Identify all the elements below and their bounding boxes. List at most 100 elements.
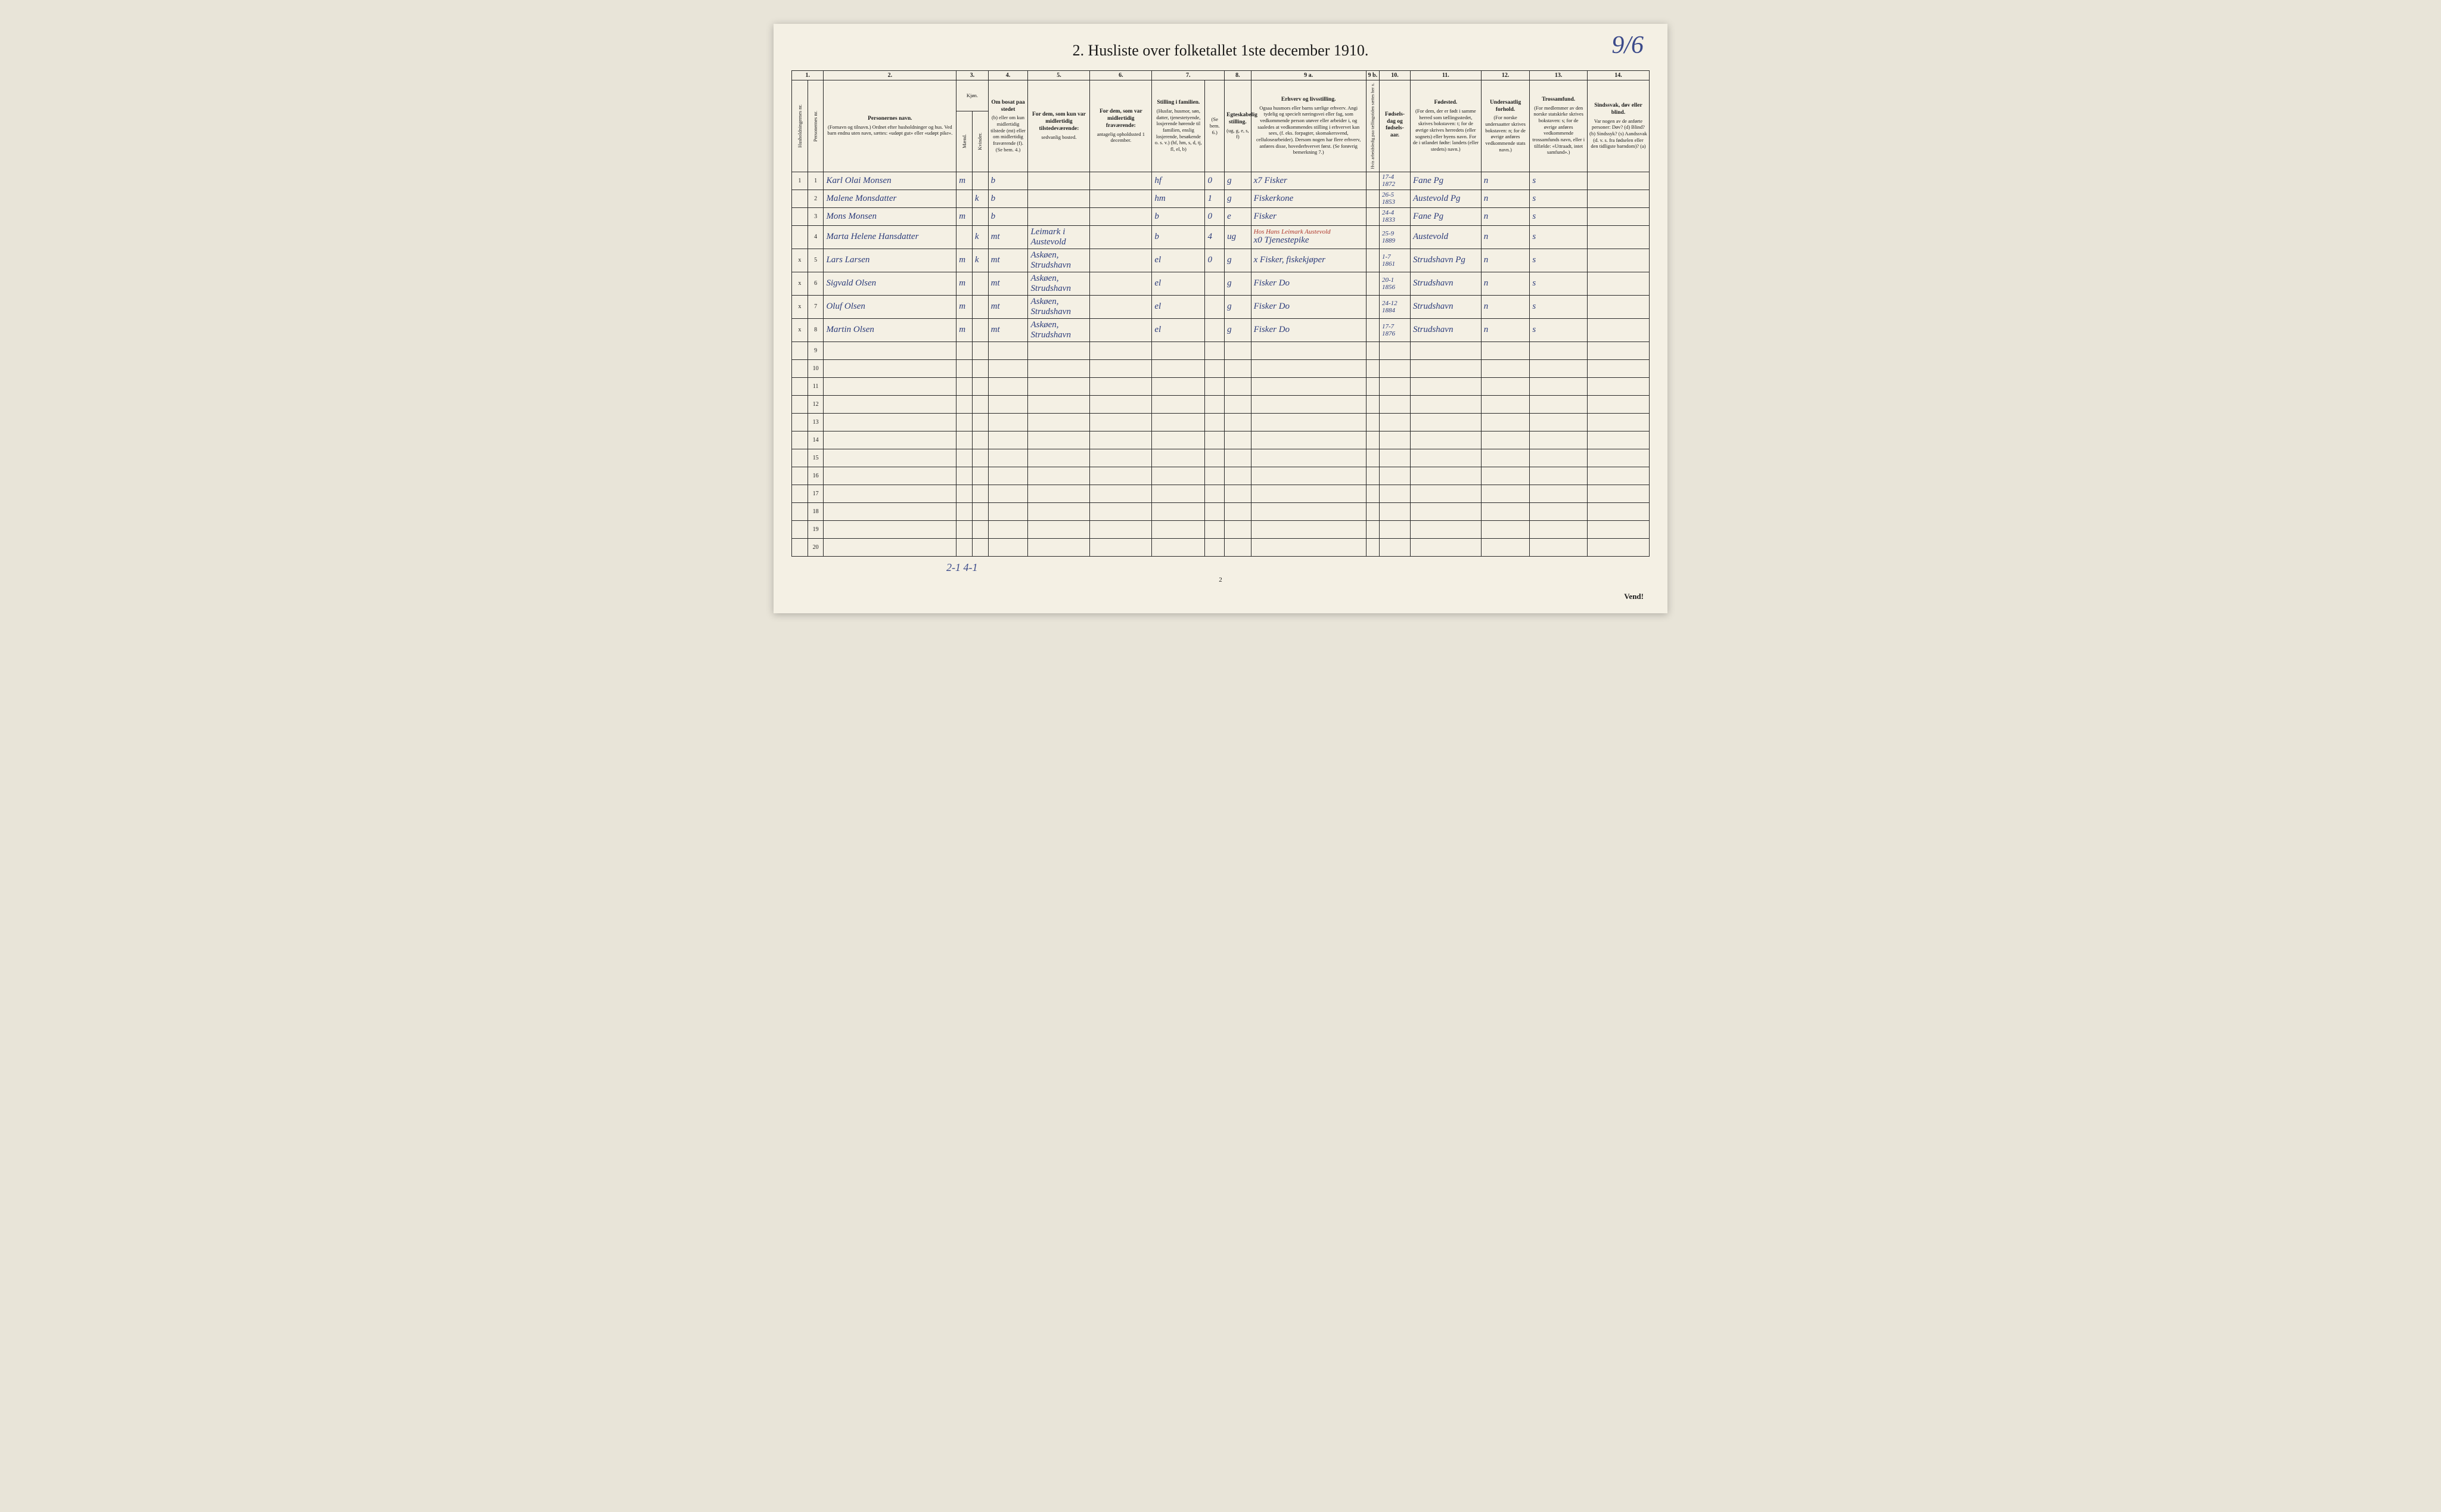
arbeidsledig-x [1366,272,1379,295]
empty-cell [1530,538,1588,556]
table-body: 11Karl Olai Monsenmbhf0gx7 Fisker17-4 18… [792,172,1650,556]
empty-cell [824,520,956,538]
empty-cell [1530,431,1588,449]
empty-cell [1205,395,1225,413]
empty-cell [1481,449,1530,467]
empty-cell [792,359,808,377]
empty-cell [1481,341,1530,359]
empty-cell [1410,449,1481,467]
table-row-empty: 15 [792,449,1650,467]
colnum-3: 3. [956,71,988,80]
empty-cell [1410,485,1481,502]
empty-cell [792,395,808,413]
empty-cell [956,520,973,538]
empty-cell [956,359,973,377]
empty-cell [1090,341,1152,359]
colnum-9b: 9 b. [1366,71,1379,80]
empty-cell [1587,449,1649,467]
sex-m: m [956,249,973,272]
table-row: 11Karl Olai Monsenmbhf0gx7 Fisker17-4 18… [792,172,1650,190]
fodested: Strudshavn [1410,295,1481,318]
empty-cell [1251,377,1366,395]
empty-cell [1225,395,1251,413]
empty-cell [1152,520,1205,538]
fodsels-dato: 25-9 1889 [1379,225,1410,249]
empty-cell: 11 [808,377,824,395]
empty-cell [1205,467,1225,485]
empty-cell [972,485,988,502]
sex-k: k [972,225,988,249]
familie-num [1205,272,1225,295]
familie-num: 1 [1205,190,1225,207]
person-nr: 2 [808,190,824,207]
empty-cell [1530,377,1588,395]
trossamfund: s [1530,272,1588,295]
fravaerende-sted [1090,272,1152,295]
empty-cell [1090,467,1152,485]
familie-stilling: hf [1152,172,1205,190]
household-nr: x [792,295,808,318]
hdr-egte: Egteskabelig stilling. (ug, g, e, s, f) [1225,80,1251,172]
column-number-row: 1. 2. 3. 4. 5. 6. 7. 8. 9 a. 9 b. 10. 11… [792,71,1650,80]
empty-cell [792,538,808,556]
table-row-empty: 19 [792,520,1650,538]
sex-k: k [972,190,988,207]
empty-cell: 14 [808,431,824,449]
fodested: Fane Pg [1410,207,1481,225]
household-nr [792,207,808,225]
corner-annotation: 9/6 [1611,31,1644,60]
hdr-person-nr: Personernes nr. [808,80,824,172]
familie-stilling: el [1152,249,1205,272]
empty-cell [1028,485,1090,502]
undersaat: n [1481,225,1530,249]
arbeidsledig-x [1366,225,1379,249]
hdr-undersaat: Undersaatlig forhold. (For norske unders… [1481,80,1530,172]
empty-cell: 16 [808,467,824,485]
fodested: Austevold [1410,225,1481,249]
empty-cell [1530,395,1588,413]
empty-cell [1530,520,1588,538]
sindssvak [1587,172,1649,190]
empty-cell [1366,502,1379,520]
empty-cell [1090,520,1152,538]
sedvanlig-bosted: Leimark i Austevold [1028,225,1090,249]
trossamfund: s [1530,172,1588,190]
table-row: x8Martin OlsenmmtAskøen, StrudshavnelgFi… [792,318,1650,341]
empty-cell [956,377,973,395]
empty-cell [1410,502,1481,520]
empty-cell [1251,341,1366,359]
sedvanlig-bosted: Askøen, Strudshavn [1028,318,1090,341]
empty-cell [1225,413,1251,431]
erhverv-text: x0 Tjenestepike [1254,235,1309,245]
egteskab: g [1225,318,1251,341]
empty-cell [1379,395,1410,413]
empty-cell [1587,341,1649,359]
arbeidsledig-x [1366,318,1379,341]
hdr-stilling-familie: Stilling i familien. (Husfar, husmor, sø… [1152,80,1205,172]
empty-cell [1379,520,1410,538]
empty-cell [1366,467,1379,485]
familie-num: 4 [1205,225,1225,249]
egteskab: ug [1225,225,1251,249]
empty-cell [792,485,808,502]
empty-cell [824,377,956,395]
empty-cell [1410,520,1481,538]
empty-cell [792,413,808,431]
empty-cell [1152,449,1205,467]
empty-cell [1366,431,1379,449]
empty-cell [972,341,988,359]
colnum-5: 5. [1028,71,1090,80]
fodested: Strudshavn [1410,272,1481,295]
table-row: x5Lars LarsenmkmtAskøen, Strudshavnel0gx… [792,249,1650,272]
empty-cell [1251,520,1366,538]
empty-cell [1251,359,1366,377]
colnum-9a: 9 a. [1251,71,1366,80]
arbeidsledig-x [1366,190,1379,207]
person-name: Sigvald Olsen [824,272,956,295]
household-nr: x [792,318,808,341]
trossamfund: s [1530,318,1588,341]
fodsels-dato: 17-7 1876 [1379,318,1410,341]
empty-cell [1225,520,1251,538]
fravaerende-sted [1090,295,1152,318]
empty-cell [1205,377,1225,395]
